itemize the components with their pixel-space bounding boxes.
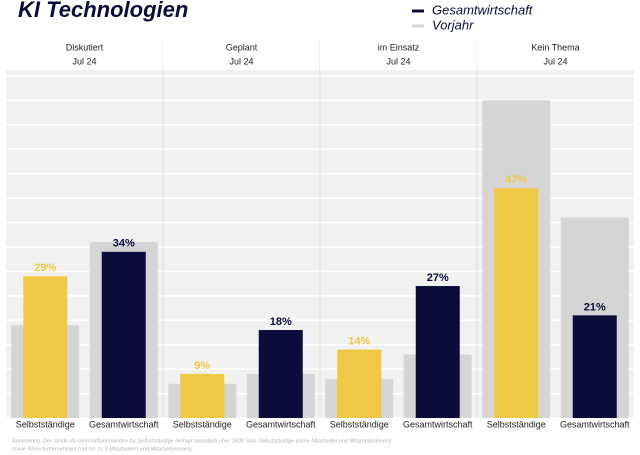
panel-title: Diskutiert: [66, 42, 104, 52]
panel-header: [477, 40, 634, 70]
legend-label: Gesamtwirtschaft: [432, 2, 534, 17]
x-tick-label: Gesamtwirtschaft: [246, 419, 316, 429]
value-label: 18%: [270, 316, 292, 328]
panel-subtitle: Jul 24: [229, 56, 253, 66]
x-tick-label: Selbstständige: [16, 419, 75, 429]
value-label: 27%: [427, 272, 449, 284]
x-tick-label: Gesamtwirtschaft: [89, 419, 159, 429]
bar: [101, 251, 146, 418]
panel-subtitle: Jul 24: [543, 56, 567, 66]
panel-header: [163, 40, 320, 70]
bar: [494, 188, 539, 418]
x-tick-label: Gesamtwirtschaft: [403, 419, 473, 429]
panel-title: im Einsatz: [378, 42, 420, 52]
legend-label: Vorjahr: [432, 17, 474, 32]
bar: [415, 286, 460, 418]
bar: [337, 349, 382, 418]
value-label: 29%: [34, 262, 56, 274]
value-label: 14%: [348, 335, 370, 347]
bar: [180, 374, 225, 418]
x-tick-label: Selbstständige: [330, 419, 389, 429]
value-label: 21%: [584, 301, 606, 313]
x-tick-label: Selbstständige: [173, 419, 232, 429]
panel-title: Kein Thema: [531, 42, 579, 52]
x-tick-label: Gesamtwirtschaft: [560, 419, 630, 429]
panel-subtitle: Jul 24: [386, 56, 410, 66]
bar: [258, 330, 303, 418]
bar: [23, 276, 68, 418]
value-label: 34%: [113, 238, 135, 250]
panel-header: [320, 40, 477, 70]
annotation: sowie Kleinstunternehmen (mit bis zu 9 M…: [12, 446, 193, 452]
bar: [572, 315, 617, 418]
value-label: 9%: [194, 360, 210, 372]
panel-subtitle: Jul 24: [72, 56, 96, 66]
x-tick-label: Selbstständige: [487, 419, 546, 429]
value-label: 47%: [505, 174, 527, 186]
panel-title: Geplant: [226, 42, 258, 52]
annotation: Anmerkung: Der Jimdo-ifo Geschäftsklimai…: [11, 438, 391, 444]
chart-title: KI Technologien: [18, 0, 188, 22]
panel-header: [6, 40, 163, 70]
